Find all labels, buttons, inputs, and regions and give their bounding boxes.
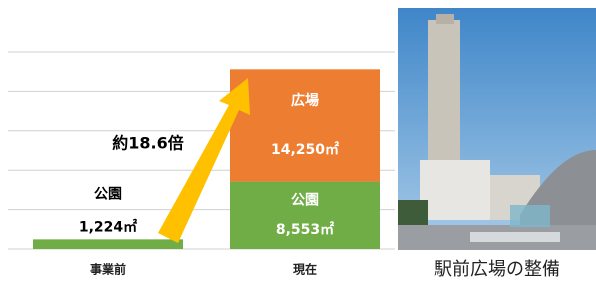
data-label: 8,553㎡ (276, 221, 334, 238)
photo-caption: 駅前広場の整備 (434, 259, 560, 280)
segment-name: 公園 (291, 192, 319, 208)
bar-segment (230, 69, 380, 181)
x-tick-label: 事業前 (90, 262, 126, 277)
segment-name: 広場 (291, 92, 319, 109)
photo (398, 8, 596, 250)
chart: 駅前広場の整備 事業前 公園 1,224㎡現在 公園 8,553㎡広場 14,250㎡ 約… (0, 0, 596, 282)
x-tick-label: 現在 (293, 262, 317, 277)
data-label: 1,224㎡ (79, 218, 137, 235)
data-label: 14,250㎡ (271, 141, 339, 158)
annotation: 約18.6倍 (112, 134, 183, 153)
bar-segment (33, 239, 183, 249)
segment-name: 公園 (94, 186, 122, 202)
